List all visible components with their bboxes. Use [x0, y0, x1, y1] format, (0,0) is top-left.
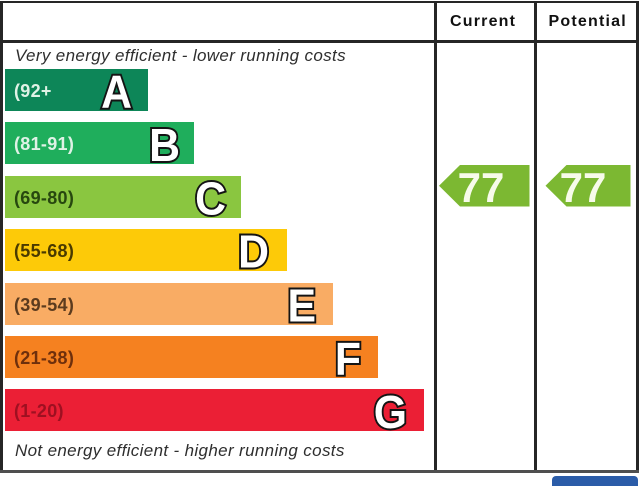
svg-text:G: G [374, 388, 407, 439]
svg-text:77: 77 [560, 164, 607, 211]
svg-text:B: B [149, 121, 180, 172]
svg-text:77: 77 [458, 164, 505, 211]
svg-text:C: C [195, 174, 226, 225]
svg-text:F: F [335, 334, 361, 385]
svg-text:E: E [287, 281, 316, 332]
svg-text:A: A [101, 67, 132, 118]
svg-text:D: D [238, 227, 269, 278]
